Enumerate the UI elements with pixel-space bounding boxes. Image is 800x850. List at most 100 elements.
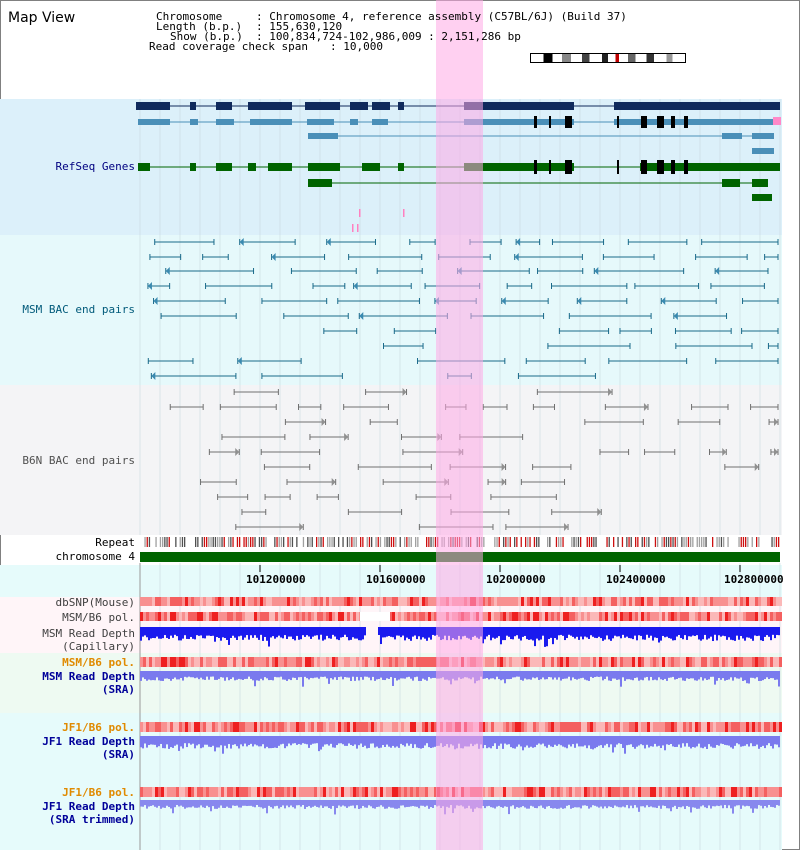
length-value: : 155,630,120	[256, 20, 343, 33]
jf1-pol2-cell	[527, 787, 530, 797]
jf1-pol2-cell	[245, 787, 248, 797]
msm-pol-cell	[698, 612, 701, 621]
msm-pol2-cell	[140, 657, 143, 667]
jf1-sra-depth-bar	[208, 736, 210, 747]
dbsnp-cell	[737, 597, 740, 606]
jf1-pol2-cell	[344, 787, 347, 797]
msm-cap-depth-bar	[430, 627, 432, 640]
dbsnp-cell	[734, 597, 737, 606]
gene-exon-dark	[617, 116, 619, 128]
jf1-trim-depth-bar	[240, 800, 242, 808]
msm-pol2-cell	[167, 657, 170, 667]
repeat-mark	[311, 537, 313, 547]
msm-cap-depth-bar	[568, 627, 570, 635]
msm-pol2-cell	[668, 657, 671, 667]
msm-sra-depth-bar	[140, 671, 142, 681]
repeat-mark	[687, 537, 690, 547]
msm-cap-depth-bar	[642, 627, 644, 640]
jf1-trim-depth-bar	[184, 800, 186, 809]
jf1-sra-depth-bar	[252, 736, 254, 747]
jf1-pol-cell	[176, 722, 179, 732]
msm-pol2-cell	[341, 657, 344, 667]
jf1-pol2-cell	[194, 787, 197, 797]
msm-pol-cell	[776, 612, 779, 621]
msm-sra-depth-bar	[288, 671, 290, 680]
bac-arrow	[516, 238, 521, 246]
msm-sra-depth-bar	[696, 671, 698, 681]
msm-pol2-cell	[494, 657, 497, 667]
axis-tick-label: 102400000	[606, 573, 666, 586]
dbsnp-cell	[590, 597, 593, 606]
msm-pol2-cell	[521, 657, 524, 667]
msm-pol2-cell	[230, 657, 233, 667]
jf1-sra-depth-bar	[340, 736, 342, 744]
msm-pol2-cell	[416, 657, 419, 667]
msm-cap-depth-bar	[272, 627, 274, 637]
repeat-mark	[505, 537, 507, 547]
msm-pol-cell	[185, 612, 188, 621]
repeat-mark	[575, 537, 577, 547]
gene-exon	[752, 148, 774, 154]
repeat-mark	[692, 537, 694, 547]
repeat-mark	[738, 537, 740, 547]
jf1-sra-depth-bar	[642, 736, 644, 746]
msm-cap-depth-bar	[398, 627, 400, 636]
msm-sra-depth-bar	[736, 671, 738, 679]
msm-pol2-cell	[554, 657, 557, 667]
dbsnp-cell	[188, 597, 191, 606]
msm-sra-depth-bar	[344, 671, 346, 678]
jf1-trim-depth-bar	[282, 800, 284, 806]
jf1-sra-depth-bar	[484, 736, 486, 746]
msm-pol-cell	[212, 612, 215, 621]
jf1-trim-depth-bar	[484, 800, 486, 809]
msm-cap-depth-bar	[230, 627, 232, 638]
msm-pol2-cell	[482, 657, 485, 667]
jf1-pol-cell	[563, 722, 566, 732]
msm-pol-cell	[731, 612, 734, 621]
msm-cap-depth-bar	[212, 627, 214, 636]
msm-sra-depth-bar	[412, 671, 414, 681]
jf1-pol-cell	[257, 722, 260, 732]
jf1-pol2-cell	[647, 787, 650, 797]
repeat-mark	[232, 537, 234, 547]
msm-pol2-cell	[524, 657, 527, 667]
msm-cap-depth-bar	[698, 627, 700, 640]
jf1-pol2-cell	[749, 787, 752, 797]
gene-marker	[357, 224, 359, 232]
jf1-trim-depth-bar	[732, 800, 734, 814]
msm-pol2-cell	[383, 657, 386, 667]
msm-sra-depth-bar	[156, 671, 158, 678]
repeat-mark	[591, 537, 593, 547]
msm-pol-cell	[503, 612, 506, 621]
jf1-trim-depth-bar	[604, 800, 606, 807]
msm-pol-cell	[581, 612, 584, 621]
jf1-trim-depth-bar	[612, 800, 614, 808]
selected-region-highlight[interactable]	[436, 0, 483, 850]
jf1-sra-depth-bar	[614, 736, 616, 748]
jf1-pol-cell	[674, 722, 677, 732]
gene-exon	[614, 102, 780, 110]
msm-cap-depth-bar	[378, 627, 380, 636]
msm-pol-cell	[530, 612, 533, 621]
msm-pol2-cell	[332, 657, 335, 667]
msm-pol-cell	[569, 612, 572, 621]
dbsnp-cell	[692, 597, 695, 606]
jf1-pol2-cell	[755, 787, 758, 797]
gene-exon	[216, 163, 232, 171]
msm-sra-depth-bar	[510, 671, 512, 679]
jf1-pol-cell	[380, 722, 383, 732]
repeat-mark	[327, 537, 329, 547]
msm-pol2-cell	[566, 657, 569, 667]
jf1-pol-cell	[545, 722, 548, 732]
chromosome-ideogram[interactable]	[530, 53, 686, 63]
jf1-trim-depth-bar	[620, 800, 622, 808]
jf1-sra-depth-bar	[700, 736, 702, 748]
msm-pol-cell	[506, 612, 509, 621]
jf1-pol-cell	[629, 722, 632, 732]
msm-pol2-cell	[326, 657, 329, 667]
msm-sra-depth-bar	[504, 671, 506, 684]
jf1-pol-cell	[218, 722, 221, 732]
jf1-trim-depth-bar	[492, 800, 494, 808]
msm-cap-depth-bar	[486, 627, 488, 637]
jf1-trim-depth-bar	[712, 800, 714, 807]
